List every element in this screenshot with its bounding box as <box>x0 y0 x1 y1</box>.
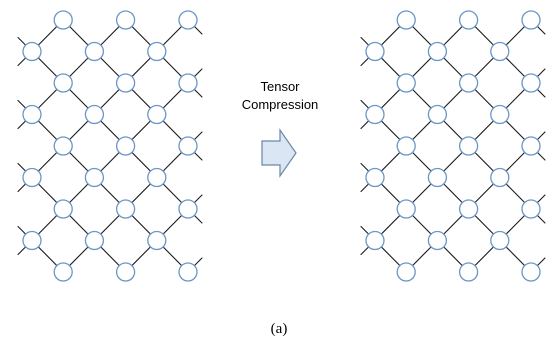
tensor-node <box>521 73 541 93</box>
tensor-node <box>53 73 73 93</box>
tensor-node <box>396 136 416 156</box>
tensor-node <box>115 136 136 156</box>
tensor-node <box>53 199 73 219</box>
tensor-node <box>490 167 510 188</box>
tensor-node <box>53 136 73 156</box>
tensor-node <box>22 167 42 188</box>
tensor-node <box>147 41 167 62</box>
tensor-node <box>115 10 136 30</box>
tensor-node <box>490 41 510 62</box>
tensor-node <box>458 199 479 219</box>
tensor-node <box>396 10 416 30</box>
tensor-node <box>458 136 479 156</box>
tensor-node <box>396 262 416 282</box>
tensor-node <box>365 104 385 125</box>
arrow-label-line2: Compression <box>242 97 319 112</box>
tensor-node <box>115 73 136 93</box>
tensor-node <box>147 230 167 251</box>
tensor-node <box>427 167 448 188</box>
tensor-node <box>147 167 167 188</box>
tensor-node <box>84 167 105 188</box>
tensor-node <box>521 262 541 282</box>
tensor-node <box>178 262 198 282</box>
compression-arrow <box>261 128 297 178</box>
tensor-node <box>22 41 42 62</box>
tensor-node <box>396 199 416 219</box>
right-tensor-network <box>360 10 546 282</box>
arrow-label-line1: Tensor <box>260 79 300 94</box>
tensor-node <box>22 104 42 125</box>
tensor-node <box>396 73 416 93</box>
tensor-node <box>84 41 105 62</box>
tensor-node <box>365 167 385 188</box>
tensor-node <box>178 73 198 93</box>
left-tensor-network <box>17 10 203 282</box>
tensor-node <box>490 104 510 125</box>
tensor-node <box>427 230 448 251</box>
figure-caption: (a) <box>271 321 288 337</box>
tensor-node <box>521 10 541 30</box>
right-arrow-icon <box>261 128 297 178</box>
tensor-node <box>365 230 385 251</box>
tensor-node <box>458 10 479 30</box>
tensor-node <box>22 230 42 251</box>
tensor-node <box>178 136 198 156</box>
tensor-node <box>521 199 541 219</box>
tensor-node <box>147 104 167 125</box>
tensor-node <box>84 104 105 125</box>
tensor-node <box>84 230 105 251</box>
tensor-node <box>53 10 73 30</box>
tensor-node <box>178 10 198 30</box>
tensor-node <box>427 41 448 62</box>
tensor-node <box>178 199 198 219</box>
tensor-node <box>490 230 510 251</box>
tensor-node <box>365 41 385 62</box>
tensor-node <box>427 104 448 125</box>
tensor-node <box>521 136 541 156</box>
tensor-node <box>458 262 479 282</box>
tensor-node <box>115 262 136 282</box>
tensor-node <box>53 262 73 282</box>
tensor-node <box>458 73 479 93</box>
tensor-node <box>115 199 136 219</box>
